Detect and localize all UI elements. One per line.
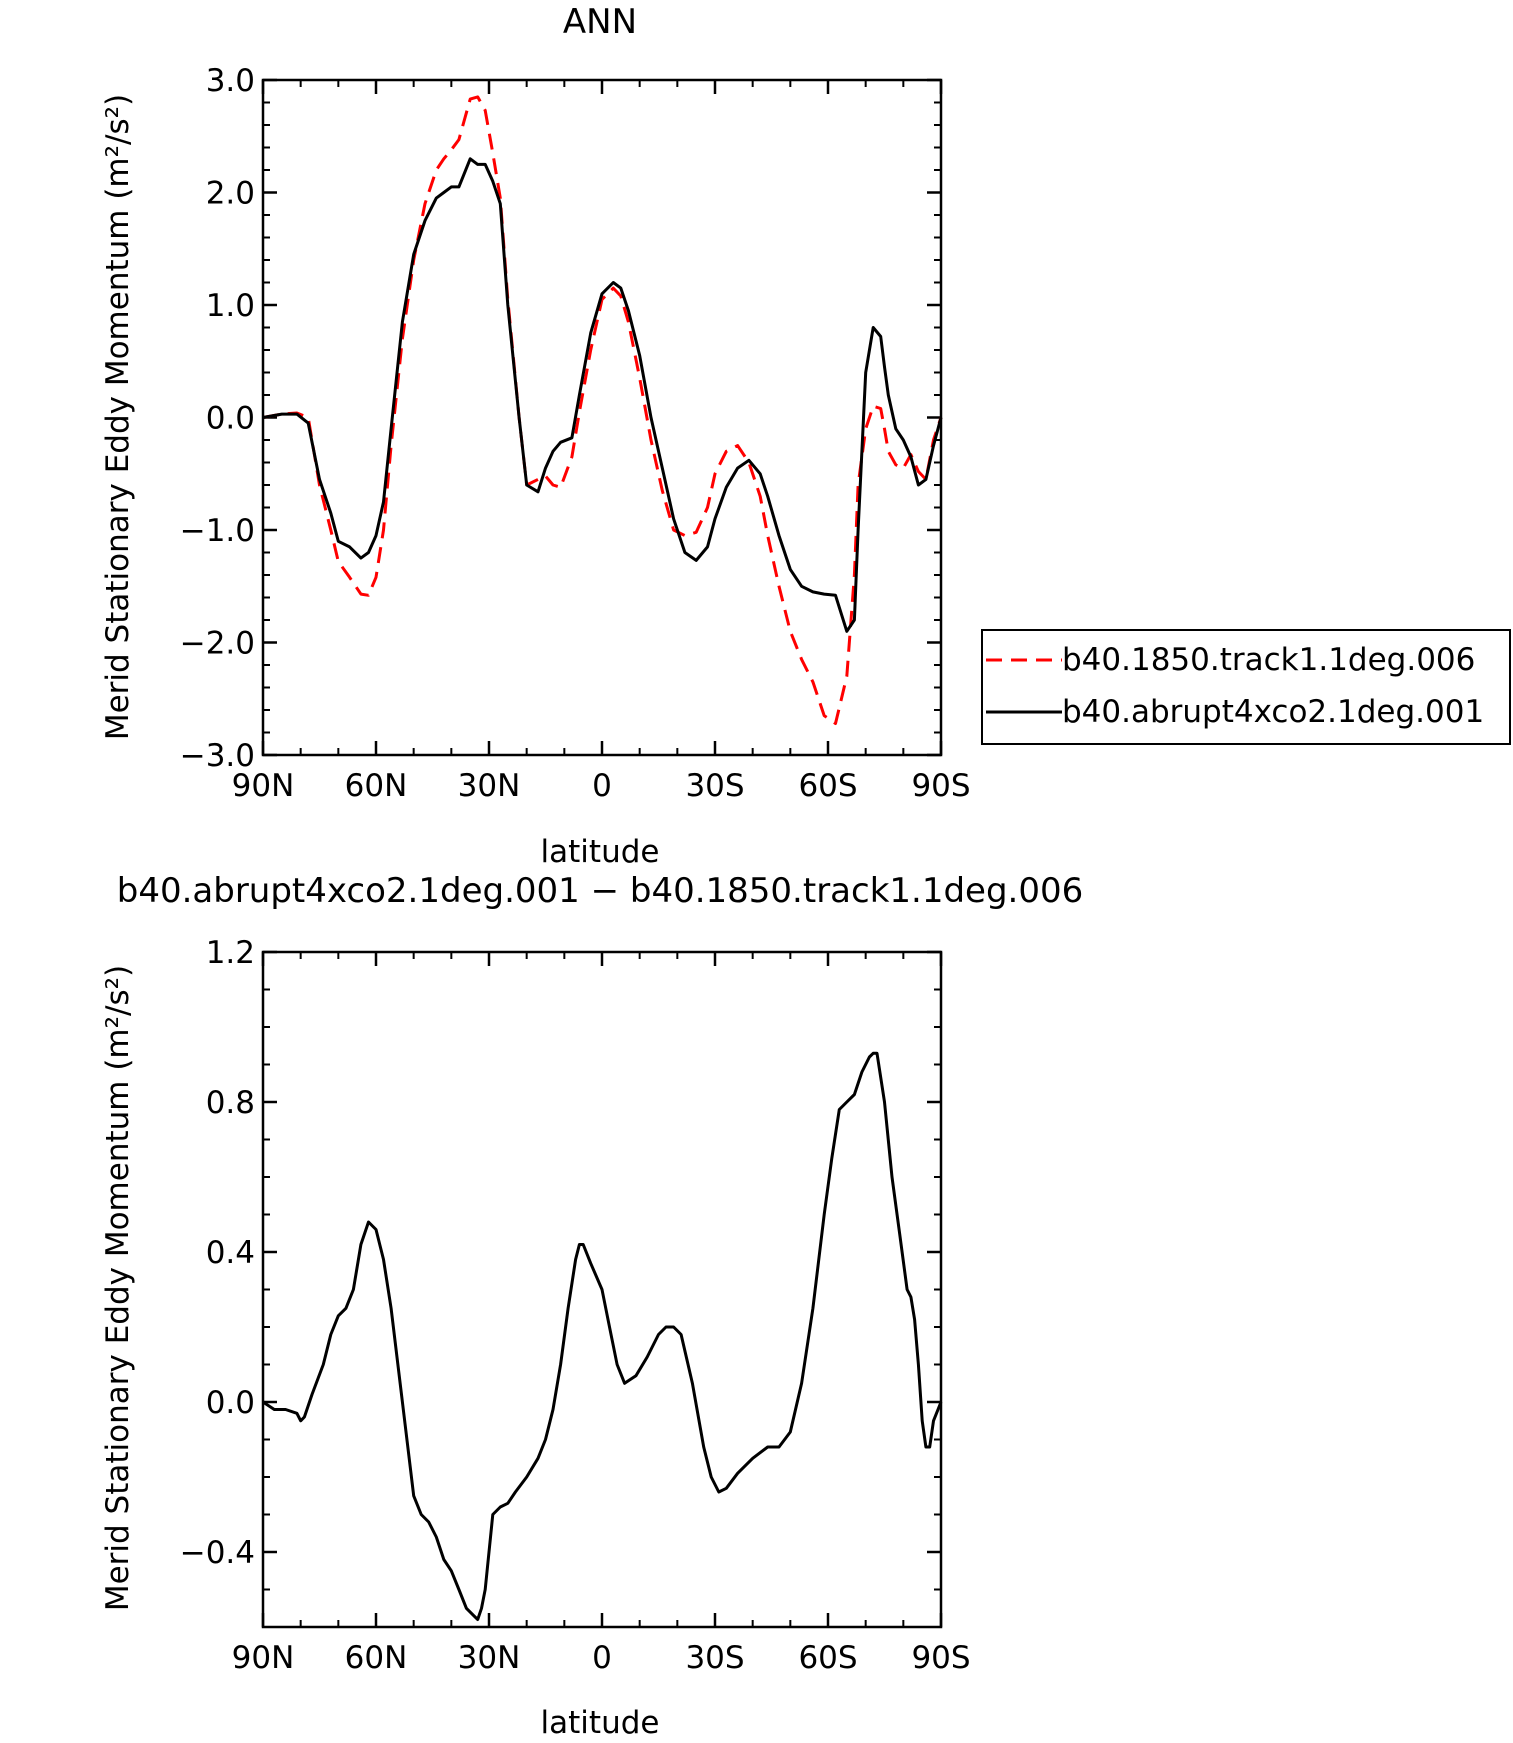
bottom-chart-x-tick-label: 90N [232, 1640, 295, 1676]
top-chart-x-tick-label: 30N [458, 768, 521, 804]
top-chart-series-line-1 [262, 157, 943, 633]
bottom-chart-frame [261, 950, 943, 1629]
legend-label-abrupt4xco2: b40.abrupt4xco2.1deg.001 [1062, 694, 1484, 730]
top-chart-y-tick-label: 3.0 [206, 63, 255, 99]
bottom-chart-x-tick-label: 60S [798, 1640, 857, 1676]
legend-box [981, 629, 1511, 745]
top-chart-series-line-0 [262, 95, 943, 725]
top-chart-title: ANN [563, 2, 637, 42]
top-chart-y-tick-label: 1.0 [206, 288, 255, 324]
bottom-chart-x-tick-label: 90S [911, 1640, 970, 1676]
bottom-chart-ticks: 90N 60N 30N 0 30S 60S 90S −0.4 0.0 0.4 0.8 1.2 [180, 935, 971, 1676]
top-chart-y-tick-label: −3.0 [180, 738, 255, 774]
bottom-chart-x-axis-label: latitude [541, 1705, 660, 1741]
bottom-chart-y-tick-label: 1.2 [206, 935, 255, 971]
bottom-chart-x-tick-label: 30N [458, 1640, 521, 1676]
bottom-chart-x-tick-label: 60N [345, 1640, 408, 1676]
legend: b40.1850.track1.1deg.006 b40.abrupt4xco2… [981, 629, 1511, 745]
top-chart-x-tick-label: 60N [345, 768, 408, 804]
bottom-chart-y-tick-label: 0.8 [206, 1085, 255, 1121]
bottom-chart-x-tick-label: 30S [685, 1640, 744, 1676]
bottom-chart-title: b40.abrupt4xco2.1deg.001 − b40.1850.trac… [117, 871, 1084, 911]
top-chart-x-axis-label: latitude [541, 834, 660, 870]
top-chart-x-tick-label: 90S [911, 768, 970, 804]
bottom-chart-y-tick-label: 0.0 [206, 1385, 255, 1421]
top-chart-frame [261, 78, 943, 757]
bottom-chart-series-line-0 [262, 1051, 943, 1621]
bottom-chart-panel: b40.abrupt4xco2.1deg.001 − b40.1850.trac… [100, 871, 1083, 1741]
top-chart-x-tick-label: 0 [592, 768, 612, 804]
top-chart-ticks: 90N 60N 30N 0 30S 60S 90S −3.0 −2.0 −1.0 0.0 1.0 2.0… [180, 63, 971, 804]
top-chart-panel: ANN Merid Stationary Eddy Momentum (m²/s… [100, 2, 1511, 870]
bottom-chart-y-tick-label: −0.4 [180, 1535, 255, 1571]
top-chart-x-tick-label: 30S [685, 768, 744, 804]
top-chart-y-axis-label: Merid Stationary Eddy Momentum (m²/s²) [100, 94, 136, 740]
bottom-chart-series-lines [262, 1051, 943, 1621]
top-chart-x-tick-label: 90N [232, 768, 295, 804]
top-chart-series-lines [262, 95, 943, 725]
legend-label-baseline: b40.1850.track1.1deg.006 [1062, 642, 1475, 678]
top-chart-y-tick-label: −2.0 [180, 626, 255, 662]
top-chart-y-tick-label: 2.0 [206, 176, 255, 212]
top-chart-x-tick-label: 60S [798, 768, 857, 804]
top-chart-y-tick-label: 0.0 [206, 401, 255, 437]
top-chart-y-tick-label: −1.0 [180, 513, 255, 549]
bottom-chart-y-tick-label: 0.4 [206, 1235, 255, 1271]
bottom-chart-y-axis-label: Merid Stationary Eddy Momentum (m²/s²) [100, 965, 136, 1611]
bottom-chart-x-tick-label: 0 [592, 1640, 612, 1676]
